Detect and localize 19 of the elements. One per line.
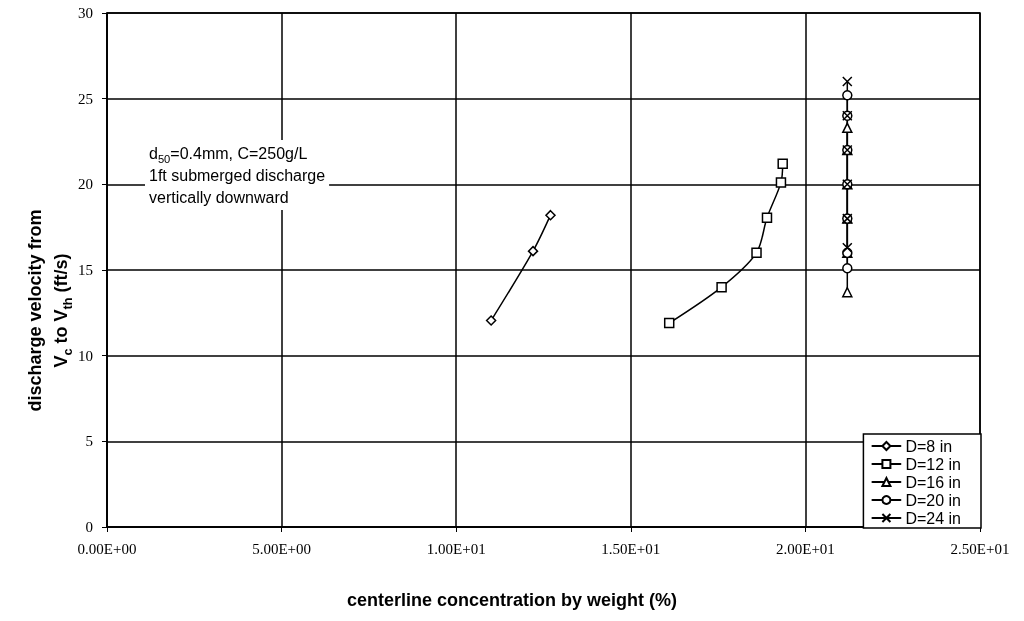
legend-label: D=24 in: [905, 509, 961, 527]
x-tick-label: 1.00E+01: [426, 540, 486, 557]
x-tick-label: 2.50E+01: [950, 540, 1010, 557]
y-tick-label: 25: [78, 90, 93, 107]
legend-label: D=16 in: [905, 473, 961, 491]
y-tick-label: 10: [78, 347, 93, 364]
x-axis-title: centerline concentration by weight (%): [346, 590, 678, 610]
y-tick-label: 0: [85, 519, 93, 535]
x-tick-label: 2.00E+01: [775, 540, 835, 557]
legend-label: D=12 in: [905, 455, 961, 473]
y-tick-label: 15: [78, 262, 93, 278]
legend-label: D=20 in: [905, 491, 961, 509]
y-tick-label: 30: [78, 5, 93, 21]
x-tick-label: 5.00E+00: [252, 540, 312, 557]
y-tick-label: 20: [78, 176, 93, 193]
y-tick-label: 5: [85, 433, 93, 450]
legend-label: D=8 in: [905, 437, 953, 455]
x-tick-label: 1.50E+01: [601, 540, 661, 557]
x-tick-label: 0.00E+00: [77, 540, 137, 557]
